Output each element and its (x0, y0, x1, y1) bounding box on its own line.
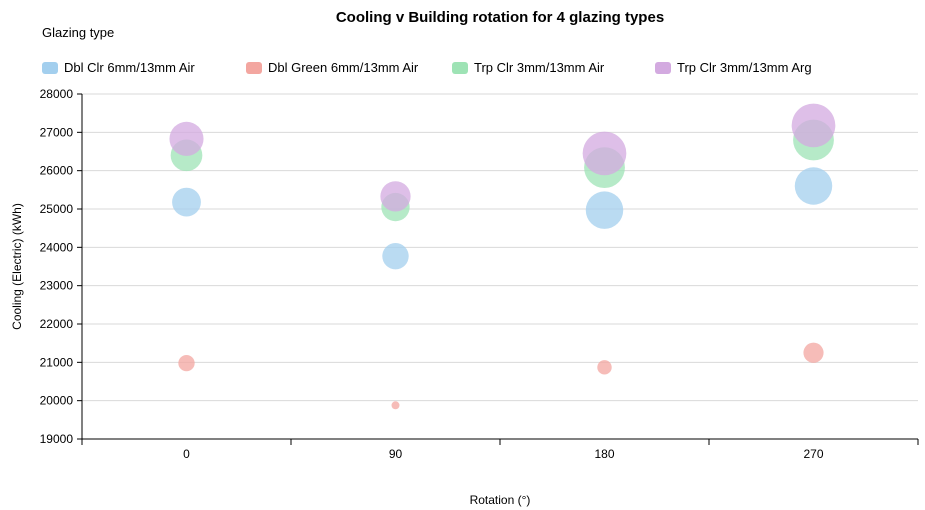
y-tick-label: 19000 (40, 432, 74, 446)
bubble-point (391, 401, 400, 410)
legend-item[interactable]: Dbl Green 6mm/13mm Air (246, 60, 418, 75)
x-tick-label: 90 (389, 447, 403, 461)
x-axis-title: Rotation (°) (470, 493, 531, 507)
legend-swatch (42, 61, 58, 74)
x-tick-label: 270 (803, 447, 823, 461)
bubble-point (172, 187, 201, 217)
y-tick-label: 27000 (40, 125, 74, 139)
y-axis-title: Cooling (Electric) (kWh) (10, 203, 24, 330)
bubble-point (169, 121, 204, 156)
bubble-point (380, 181, 411, 212)
legend-label: Trp Clr 3mm/13mm Air (474, 60, 605, 75)
y-tick-label: 22000 (40, 317, 74, 331)
x-tick-label: 180 (594, 447, 614, 461)
legend-swatch (452, 61, 468, 74)
bubble-point (803, 342, 824, 363)
legend-swatch (655, 61, 671, 74)
bubble-point (597, 360, 612, 375)
bubble-point (791, 103, 836, 148)
bubble-point (794, 167, 833, 205)
legend-label: Dbl Clr 6mm/13mm Air (64, 60, 195, 75)
y-tick-label: 20000 (40, 394, 74, 408)
bubble-point (582, 131, 627, 176)
legend-label: Dbl Green 6mm/13mm Air (268, 60, 419, 75)
legend-title: Glazing type (42, 25, 115, 40)
bubble-point (585, 191, 624, 229)
x-tick-label: 0 (183, 447, 190, 461)
y-tick-label: 25000 (40, 202, 74, 216)
legend-label: Trp Clr 3mm/13mm Arg (677, 60, 812, 75)
y-tick-label: 21000 (40, 355, 74, 369)
legend-item[interactable]: Trp Clr 3mm/13mm Air (452, 60, 604, 75)
bubble-point (178, 354, 195, 372)
legend-item[interactable]: Dbl Clr 6mm/13mm Air (42, 60, 195, 75)
chart-title: Cooling v Building rotation for 4 glazin… (335, 9, 665, 26)
legend-swatch (246, 61, 262, 74)
y-tick-label: 28000 (40, 87, 74, 101)
bubble-point (382, 242, 409, 270)
y-tick-label: 24000 (40, 240, 74, 254)
y-tick-label: 23000 (40, 279, 74, 293)
y-tick-label: 26000 (40, 164, 74, 178)
legend-item[interactable]: Trp Clr 3mm/13mm Arg (655, 60, 812, 75)
legend: Dbl Clr 6mm/13mm Air Dbl Green 6mm/13mm A… (0, 60, 925, 80)
